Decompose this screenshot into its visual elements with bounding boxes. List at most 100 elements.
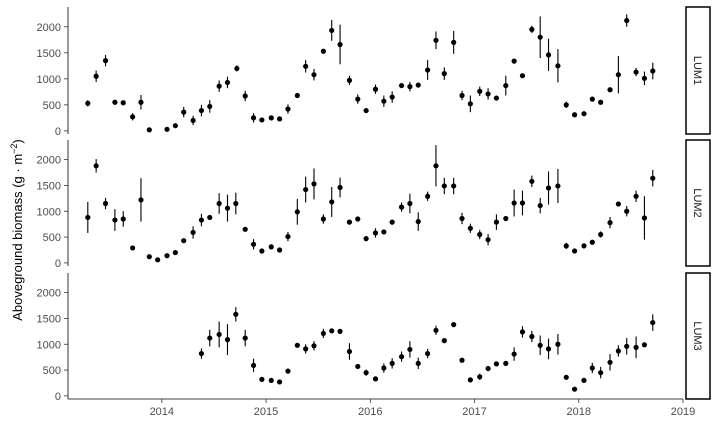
point-marker	[242, 93, 248, 99]
data-point	[207, 214, 213, 221]
data-point	[329, 328, 335, 334]
data-point	[337, 24, 343, 65]
point-marker	[545, 346, 552, 352]
point-marker	[363, 370, 369, 376]
point-marker	[155, 257, 161, 263]
point-marker	[563, 102, 569, 108]
point-marker	[615, 348, 621, 354]
data-point	[607, 216, 613, 229]
data-point	[493, 95, 500, 101]
point-marker	[398, 82, 405, 89]
data-point	[320, 48, 326, 54]
point-marker	[407, 346, 413, 353]
data-point	[589, 362, 595, 374]
point-marker	[607, 359, 613, 365]
data-point	[451, 30, 457, 54]
data-point	[503, 75, 509, 96]
data-point	[198, 348, 205, 359]
point-marker	[545, 52, 552, 58]
point-marker	[102, 200, 109, 207]
point-marker	[216, 83, 222, 89]
point-marker	[85, 214, 91, 221]
data-point	[545, 38, 552, 72]
point-marker	[277, 247, 283, 253]
point-marker	[277, 379, 283, 385]
data-point	[633, 336, 639, 359]
data-point	[372, 376, 379, 382]
point-marker	[181, 109, 187, 115]
data-point	[198, 213, 205, 227]
y-axis-title-main: Aboveground biomass (g · m	[10, 154, 25, 321]
point-marker	[112, 99, 118, 105]
point-marker	[571, 248, 578, 254]
x-tick-label: 2019	[671, 406, 695, 418]
point-marker	[641, 342, 648, 348]
point-marker	[415, 82, 421, 88]
point-marker	[138, 99, 144, 105]
point-marker	[650, 175, 656, 181]
point-marker	[259, 117, 265, 123]
data-point	[519, 190, 526, 216]
point-marker	[493, 219, 500, 225]
point-marker	[511, 351, 517, 357]
data-point	[355, 216, 361, 222]
point-marker	[250, 241, 257, 247]
y-tick-label: 0	[55, 258, 61, 270]
data-point	[503, 215, 509, 222]
data-point	[555, 333, 561, 355]
data-point	[571, 248, 578, 254]
data-point	[485, 365, 491, 372]
data-point	[294, 198, 300, 225]
point-marker	[363, 107, 369, 114]
point-marker	[441, 183, 447, 189]
point-marker	[198, 107, 205, 114]
point-marker	[633, 69, 639, 75]
data-point	[389, 219, 395, 225]
point-marker	[146, 254, 152, 260]
data-point	[407, 81, 413, 92]
data-point	[190, 226, 196, 239]
data-point	[519, 326, 526, 338]
data-point	[146, 127, 152, 133]
data-point	[224, 76, 231, 89]
point-marker	[615, 201, 621, 207]
data-point	[607, 87, 613, 93]
data-point	[415, 212, 421, 231]
point-marker	[529, 178, 535, 184]
data-point	[363, 107, 369, 114]
data-point	[234, 65, 240, 72]
facet-strip-label: LUM3	[691, 321, 703, 350]
y-axis-title: Aboveground biomass (g · m−2)	[9, 139, 25, 321]
point-marker	[624, 17, 630, 24]
data-point	[624, 338, 630, 355]
data-point	[537, 197, 543, 214]
point-marker	[451, 183, 457, 189]
point-marker	[477, 231, 483, 238]
data-point	[389, 91, 395, 103]
data-point	[190, 115, 196, 126]
data-point	[633, 67, 639, 77]
data-point	[511, 58, 517, 64]
point-marker	[224, 337, 231, 343]
facet-strip-box	[685, 139, 711, 267]
point-marker	[571, 112, 578, 118]
point-marker	[441, 338, 447, 344]
point-marker	[207, 335, 213, 341]
data-point	[224, 324, 231, 356]
y-tick-label: 2000	[37, 22, 61, 34]
x-tick-label: 2016	[358, 406, 382, 418]
data-point	[259, 117, 265, 123]
point-marker	[138, 197, 144, 203]
data-point	[259, 376, 265, 382]
point-marker	[459, 357, 465, 363]
point-marker	[224, 205, 231, 211]
data-point	[155, 257, 161, 263]
point-marker	[198, 350, 205, 357]
point-marker	[172, 249, 178, 256]
point-marker	[485, 365, 491, 372]
data-point	[581, 377, 587, 384]
point-marker	[398, 204, 405, 210]
y-axis-title-end: )	[10, 139, 25, 143]
data-point	[477, 373, 483, 380]
